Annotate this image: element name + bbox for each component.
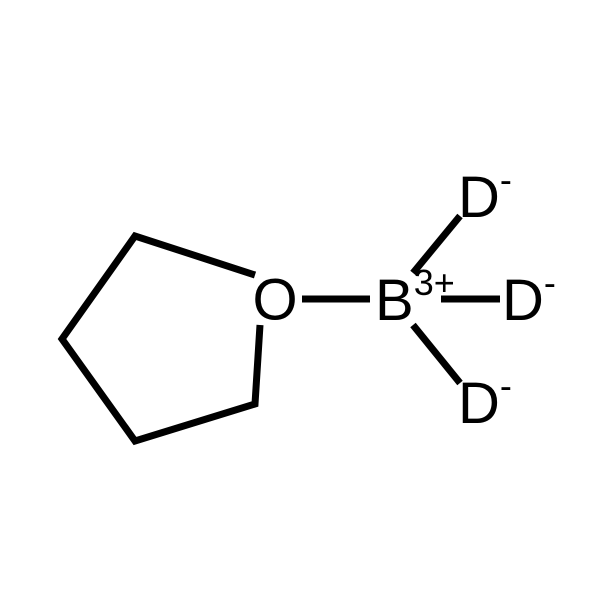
atom-d3-label: D- [458,365,512,436]
atom-b-letter: B [375,268,414,333]
bond-b-d3 [413,325,460,383]
atom-b-charge: 3+ [414,262,455,303]
atom-d3-charge: - [500,365,512,406]
atom-o-label: O [252,268,297,333]
atom-d1-label: D- [458,159,512,230]
atom-b-label: B3+ [375,262,455,333]
atom-d1-charge: - [500,159,512,200]
chemical-structure-diagram: O B3+ D- D- D- [0,0,600,600]
atom-d2-letter: D [502,268,544,333]
atom-d1-letter: D [458,165,500,230]
atom-d2-label: D- [502,262,556,333]
atom-d3-letter: D [458,371,500,436]
atom-d2-charge: - [544,262,556,303]
ring-bond-path [62,236,260,441]
